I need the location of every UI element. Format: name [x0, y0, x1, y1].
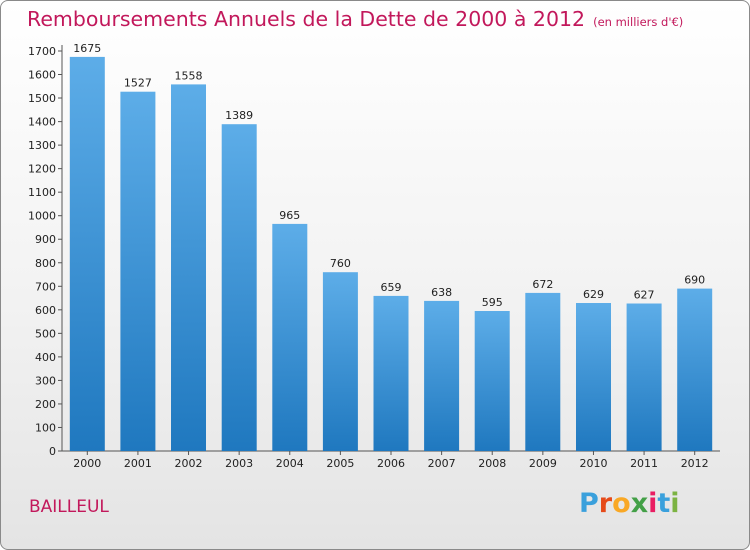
- x-tick-label: 2008: [478, 457, 506, 470]
- x-tick-label: 2012: [681, 457, 709, 470]
- y-tick-label: 100: [35, 421, 56, 434]
- y-tick-label: 1300: [28, 139, 56, 152]
- bar-value-label: 1389: [225, 109, 253, 122]
- y-tick-label: 500: [35, 327, 56, 340]
- y-tick-label: 1200: [28, 163, 56, 176]
- x-tick-label: 2000: [73, 457, 101, 470]
- bar: [576, 303, 611, 451]
- bar-value-label: 1527: [124, 77, 152, 90]
- bar: [525, 292, 561, 451]
- x-tick-label: 2007: [428, 457, 456, 470]
- commune-name: BAILLEUL: [29, 497, 109, 517]
- bar-value-label: 638: [431, 286, 452, 299]
- x-tick-label: 2005: [326, 457, 354, 470]
- y-tick-label: 200: [35, 398, 56, 411]
- y-tick-label: 1600: [28, 69, 56, 82]
- bar-value-label: 690: [684, 274, 705, 287]
- proxiti-logo: Proxiti: [579, 488, 680, 519]
- logo-letter: i: [670, 488, 680, 519]
- y-tick-label: 1400: [28, 116, 56, 129]
- bar: [322, 272, 358, 451]
- bar-value-label: 659: [381, 281, 402, 294]
- y-tick-label: 1700: [28, 45, 56, 58]
- bar-value-label: 595: [482, 296, 503, 309]
- x-tick-label: 2001: [124, 457, 152, 470]
- chart-title: Remboursements Annuels de la Dette de 20…: [27, 7, 683, 31]
- bar-value-label: 760: [330, 257, 351, 270]
- y-tick-label: 900: [35, 233, 56, 246]
- logo-letter: o: [612, 488, 631, 519]
- chart-value-labels: 1675 1527 1558 1389 965 760 659 638 595 672 629 627…: [73, 42, 705, 309]
- bar: [69, 56, 105, 452]
- bar: [626, 303, 662, 451]
- x-tick-label: 2010: [579, 457, 607, 470]
- chart-axes: 0 100 200 300 400 500 600 700 800 900 1000 1100 1200…: [28, 45, 720, 470]
- x-tick-label: 2002: [175, 457, 203, 470]
- bar-value-label: 672: [532, 278, 553, 291]
- chart-unit: (en milliers d'€): [593, 15, 684, 29]
- logo-letter: x: [630, 488, 649, 519]
- bar: [677, 288, 713, 451]
- bar: [221, 124, 257, 451]
- chart-bars: [69, 56, 713, 452]
- x-tick-label: 2004: [276, 457, 304, 470]
- bar-value-label: 627: [634, 289, 655, 302]
- y-tick-label: 800: [35, 257, 56, 270]
- bar: [272, 223, 308, 451]
- x-tick-label: 2003: [225, 457, 253, 470]
- y-tick-label: 300: [35, 374, 56, 387]
- bar: [474, 311, 510, 451]
- y-tick-label: 700: [35, 280, 56, 293]
- y-tick-label: 1000: [28, 210, 56, 223]
- bar: [171, 84, 206, 452]
- x-tick-label: 2011: [630, 457, 658, 470]
- logo-letter: r: [598, 488, 613, 519]
- x-tick-label: 2006: [377, 457, 405, 470]
- bar-value-label: 1675: [73, 42, 101, 55]
- y-tick-label: 600: [35, 304, 56, 317]
- y-tick-label: 0: [49, 445, 56, 458]
- bar: [120, 91, 156, 451]
- bar-value-label: 1558: [175, 69, 203, 82]
- chart-title-text: Remboursements Annuels de la Dette de 20…: [27, 7, 586, 31]
- bar: [424, 300, 460, 451]
- y-tick-label: 1500: [28, 92, 56, 105]
- y-tick-label: 400: [35, 351, 56, 364]
- logo-letter: P: [579, 488, 599, 519]
- logo-letter: t: [657, 488, 671, 519]
- x-tick-label: 2009: [529, 457, 557, 470]
- bar-value-label: 629: [583, 288, 604, 301]
- y-tick-label: 1100: [28, 186, 56, 199]
- logo-letter: i: [648, 488, 658, 519]
- bar-value-label: 965: [279, 209, 300, 222]
- bar: [373, 295, 409, 451]
